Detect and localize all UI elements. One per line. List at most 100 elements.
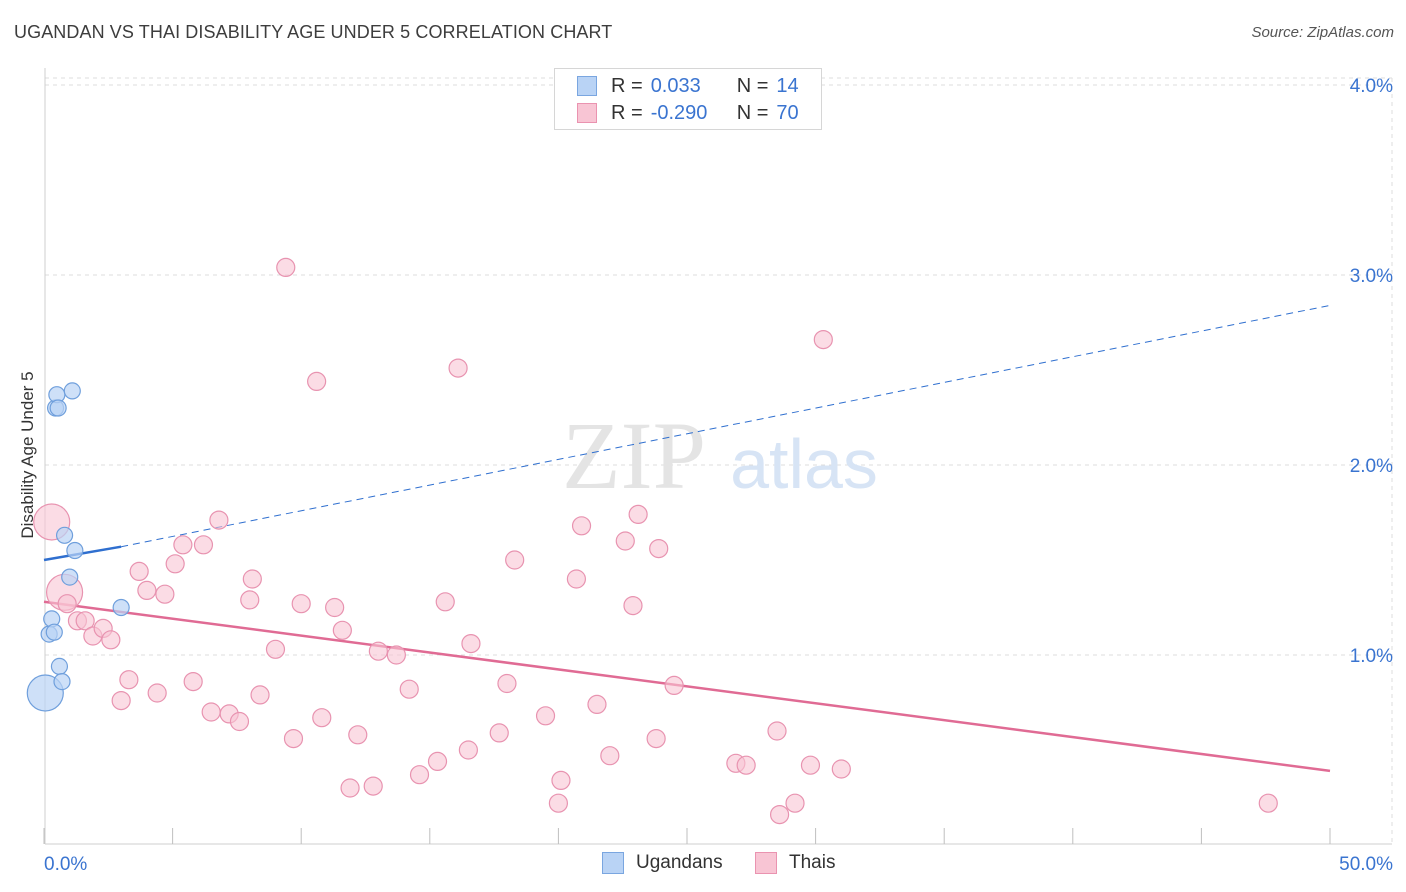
thais-point	[193, 535, 214, 555]
thais-point	[363, 776, 383, 796]
chart-title: UGANDAN VS THAI DISABILITY AGE UNDER 5 C…	[14, 22, 613, 42]
legend-label-thais: Thais	[789, 852, 836, 873]
y-tick-label: 3.0%	[1350, 266, 1393, 287]
gridlines	[45, 77, 1393, 844]
thais-point	[155, 584, 175, 604]
ugandans-point	[61, 568, 79, 586]
legend-item-ugandans[interactable]: Ugandans	[602, 852, 723, 874]
thais-point	[646, 728, 666, 749]
thais-point	[649, 538, 669, 559]
axes	[43, 68, 1392, 845]
ugandans-point	[50, 657, 69, 676]
thais-point	[201, 702, 221, 722]
thais-point	[587, 694, 607, 715]
watermark: ZIP atlas	[562, 402, 878, 509]
thais-point	[489, 723, 509, 743]
ugandans-point	[45, 623, 63, 641]
n-label: N =	[736, 101, 769, 124]
thais-point	[769, 804, 790, 825]
y-axis-title: Disability Age Under 5	[18, 371, 37, 539]
thais-point	[276, 257, 296, 277]
thais-point	[332, 620, 352, 640]
thais-point	[1258, 793, 1278, 813]
thais-point	[129, 561, 149, 582]
thais-point	[119, 670, 139, 690]
trend-line-ugandans-extrapolated	[121, 304, 1331, 548]
ugandans-point	[49, 399, 67, 417]
ugandans-point	[63, 382, 81, 400]
r-label: R =	[611, 101, 643, 124]
thais-point	[399, 679, 419, 699]
trend-line-thais	[43, 600, 1331, 773]
thais-point	[628, 504, 648, 525]
thais-point	[505, 550, 525, 570]
watermark-zip: ZIP	[562, 402, 706, 509]
r-value: -0.290	[650, 101, 708, 124]
thais-point	[435, 592, 455, 612]
thais-point	[209, 510, 229, 530]
r-value: 0.033	[650, 74, 701, 97]
legend-row-thais: R = -0.290 N = 70	[577, 100, 799, 126]
ugandans-legend-swatch	[602, 852, 624, 874]
legend-row-ugandans: R = 0.033 N = 14	[577, 73, 799, 99]
thais-point	[173, 535, 193, 555]
thais-point	[283, 728, 304, 749]
ugandans-point	[112, 598, 130, 617]
thais-point	[242, 569, 262, 589]
thais-point	[813, 330, 833, 350]
ugandans-point	[53, 672, 71, 691]
series-legend: Ugandans Thais	[0, 850, 1406, 878]
legend-item-thais[interactable]: Thais	[755, 852, 835, 874]
thais-swatch	[577, 103, 597, 123]
thais-point	[409, 765, 430, 785]
thais-point	[551, 770, 571, 791]
thais-point	[535, 706, 556, 726]
thais-legend-swatch	[755, 852, 777, 874]
thais-point	[265, 639, 286, 659]
thais-point	[623, 595, 643, 616]
thais-point	[427, 751, 448, 772]
thais-point	[312, 708, 332, 728]
thais-point	[291, 594, 311, 614]
thais-point	[325, 597, 345, 618]
thais-point	[785, 793, 805, 813]
thais-point	[111, 690, 131, 711]
thais-point	[615, 531, 635, 551]
thais-point	[548, 793, 569, 813]
trend-lines	[43, 304, 1331, 773]
n-value: 70	[776, 101, 799, 124]
thais-point	[75, 611, 95, 631]
source-label: Source: ZipAtlas.com	[1251, 24, 1394, 41]
ugandans-point	[66, 541, 84, 560]
thais-point	[767, 721, 787, 741]
correlation-legend: R = 0.033 N = 14 R = -0.290 N = 70	[554, 68, 822, 130]
thais-point	[240, 590, 260, 610]
data-points	[26, 257, 1278, 825]
thais-point	[600, 746, 620, 766]
thais-point	[368, 641, 388, 661]
y-tick-label: 2.0%	[1350, 456, 1393, 477]
n-label: N =	[736, 74, 769, 97]
ugandans-swatch	[577, 76, 597, 96]
thais-point	[101, 630, 121, 650]
thais-point	[147, 683, 167, 703]
r-label: R =	[611, 74, 643, 97]
watermark-atlas: atlas	[730, 425, 878, 503]
thais-point	[183, 671, 203, 692]
legend-label-ugandans: Ugandans	[636, 852, 723, 873]
thais-point	[497, 673, 517, 694]
thais-point	[229, 711, 250, 732]
y-tick-label: 1.0%	[1350, 646, 1393, 667]
thais-point	[57, 594, 77, 614]
thais-point	[736, 755, 756, 775]
thais-point	[566, 569, 587, 589]
tick-labels: 1.0% 2.0% 3.0% 4.0% 0.0% 50.0%	[44, 76, 1393, 875]
thais-point	[461, 633, 481, 654]
thais-point	[340, 778, 360, 798]
thais-point	[250, 685, 270, 705]
thais-point	[458, 740, 478, 760]
thais-point	[448, 358, 468, 378]
thais-point	[307, 371, 327, 391]
thais-point	[800, 755, 821, 775]
